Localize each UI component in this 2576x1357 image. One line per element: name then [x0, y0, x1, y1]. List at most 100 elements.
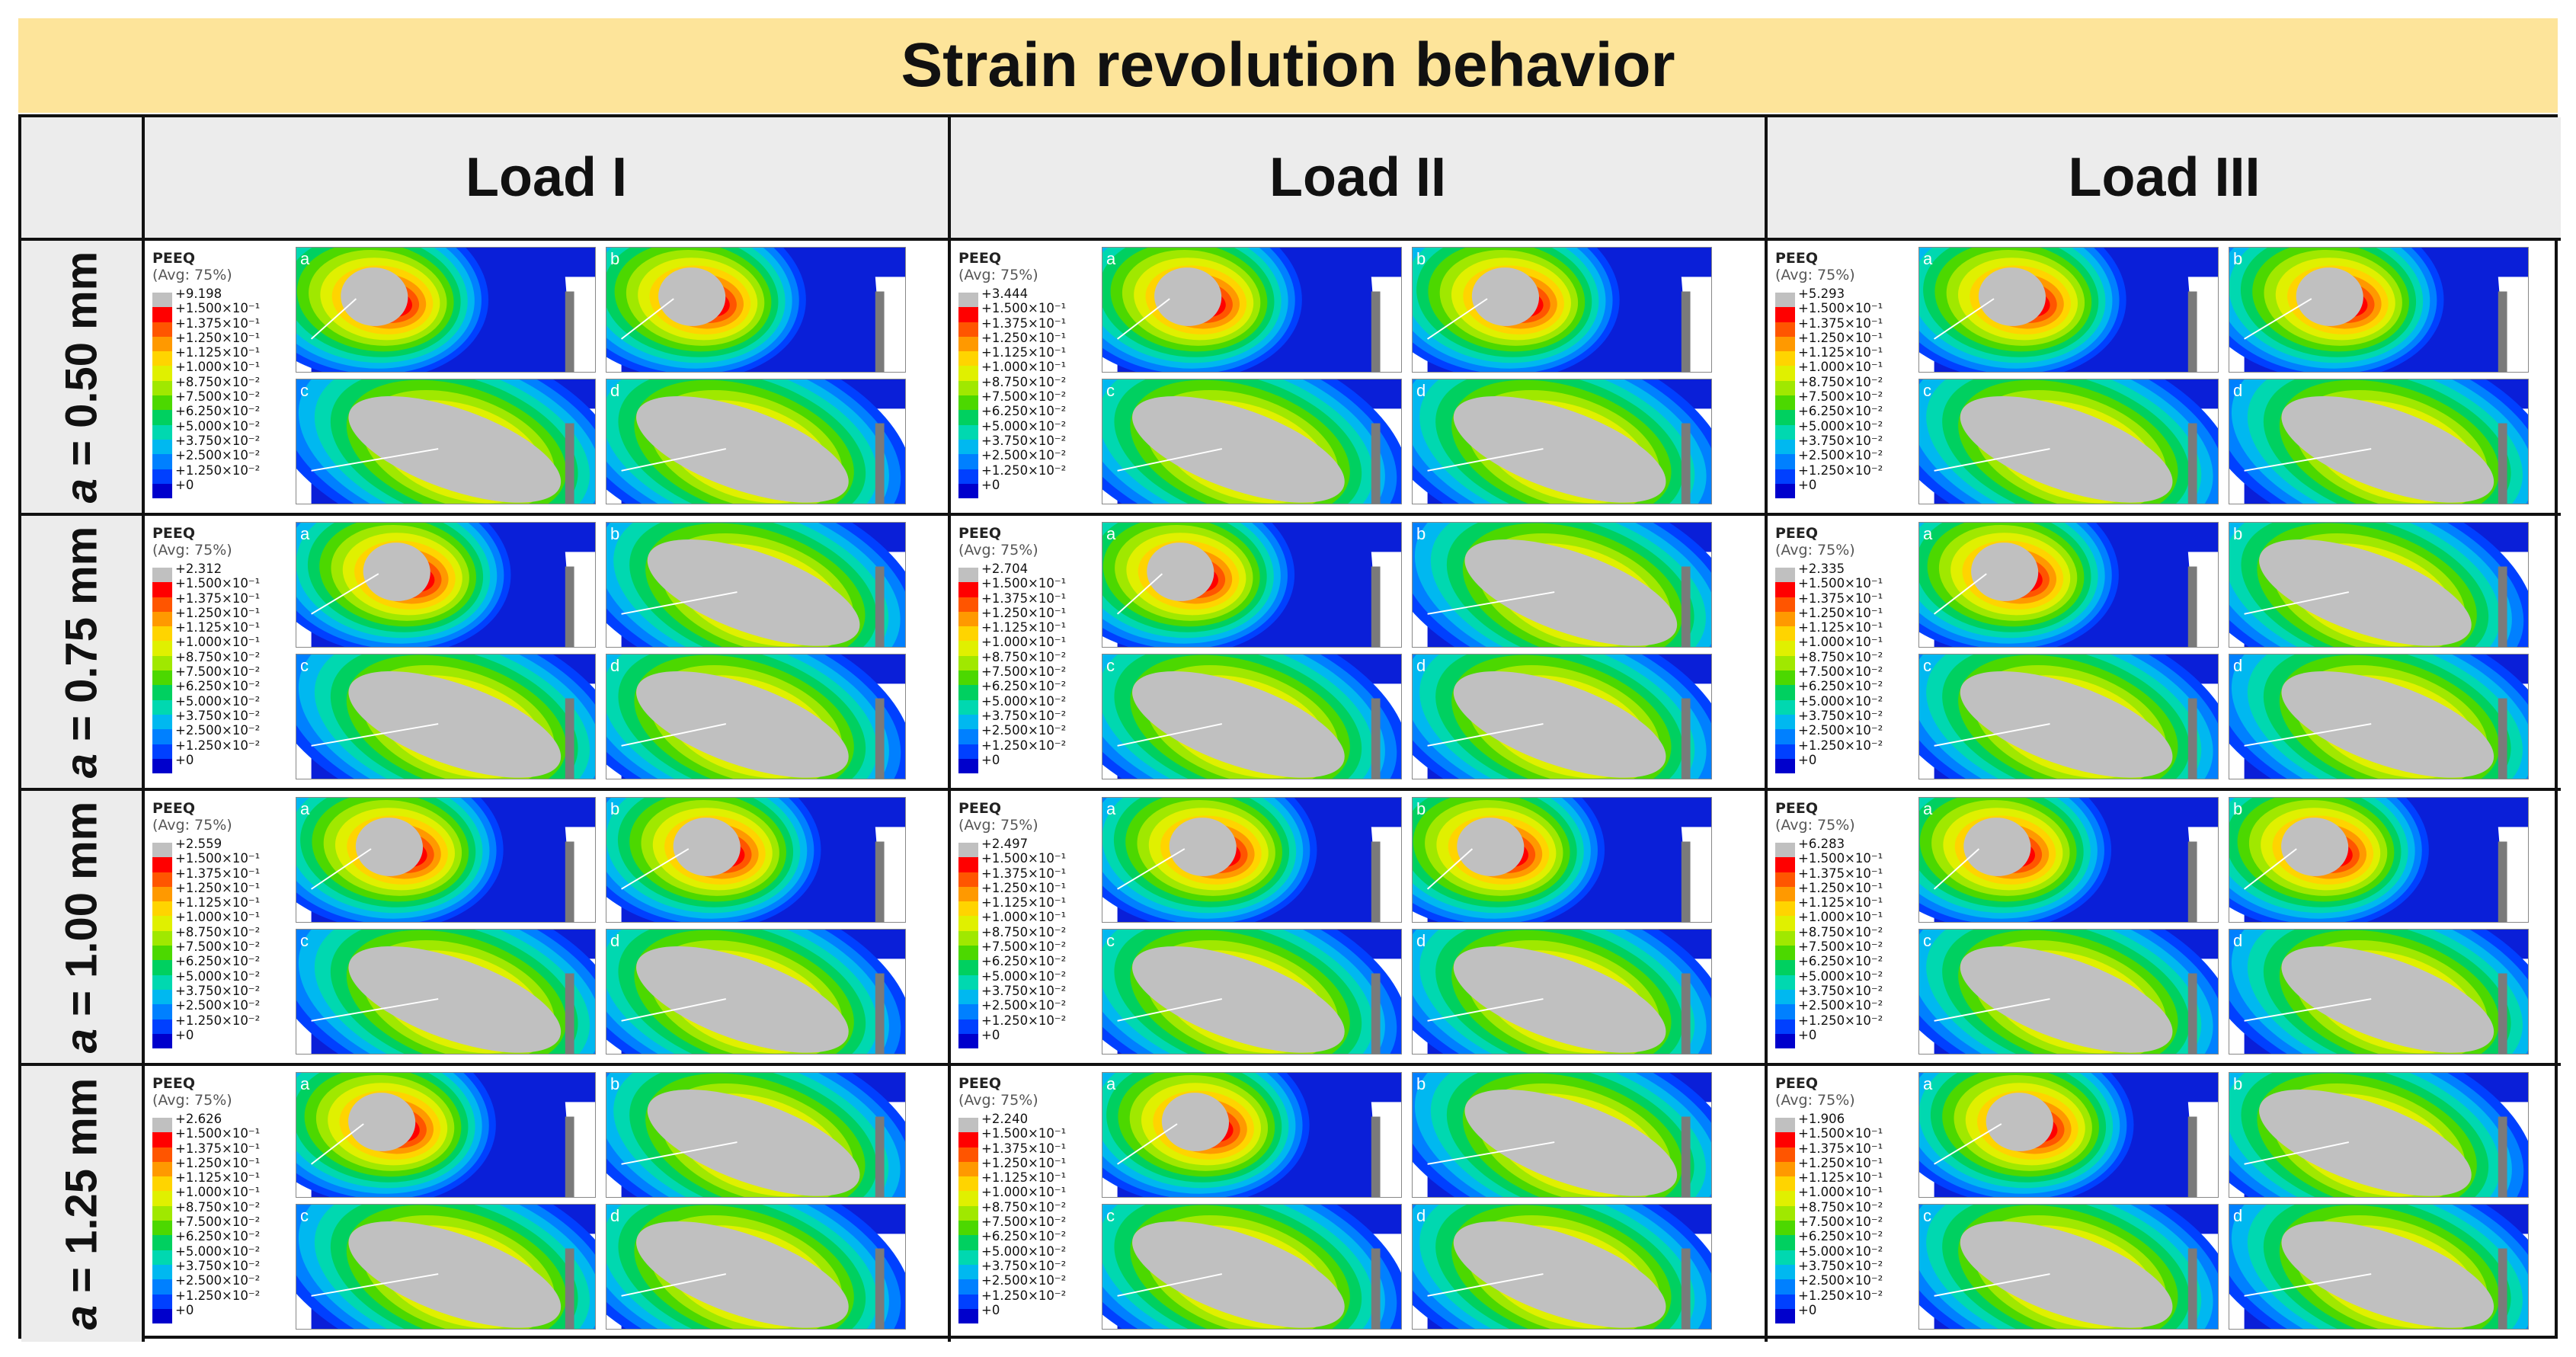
- legend-level: +2.500×10⁻²: [175, 723, 261, 738]
- contour-panel-b: b: [1412, 247, 1712, 373]
- legend-swatch: [958, 744, 978, 759]
- panel-label: b: [2233, 249, 2243, 268]
- legend-swatch: [958, 670, 978, 686]
- legend-swatch: [958, 714, 978, 730]
- saturated-zone: [2296, 267, 2363, 326]
- peeq-legend: PEEQ (Avg: 75%) +2.312 +1.500×10⁻¹ +1.375×10…: [152, 525, 286, 774]
- support-post: [2187, 841, 2197, 922]
- saturated-zone: [1147, 542, 1214, 601]
- legend-max-value: +2.704: [981, 562, 1029, 576]
- legend-level: +3.750×10⁻²: [1798, 1258, 1883, 1273]
- legend-level: +3.750×10⁻²: [981, 1258, 1067, 1273]
- legend-swatch: [152, 843, 172, 858]
- legend-colorbar: [152, 568, 172, 774]
- peeq-contour-plot: [296, 523, 595, 647]
- legend-level: +7.500×10⁻²: [175, 664, 261, 680]
- legend-level: +3.750×10⁻²: [981, 433, 1067, 448]
- peeq-contour-plot: [296, 930, 595, 1054]
- legend-level: +5.000×10⁻²: [981, 1243, 1067, 1259]
- peeq-contour-plot: [1102, 248, 1401, 372]
- legend-swatch: [152, 1235, 172, 1250]
- legend-swatch: [152, 1176, 172, 1192]
- legend-swatch: [152, 1033, 172, 1049]
- support-post: [875, 291, 885, 372]
- legend-swatch: [958, 1004, 978, 1019]
- contour-panel-a: a: [1918, 247, 2219, 373]
- legend-swatch: [152, 916, 172, 931]
- result-cell: PEEQ (Avg: 75%) +2.335 +1.500×10⁻¹ +1.375×10…: [1768, 516, 2561, 791]
- legend-averaging: (Avg: 75%): [1775, 1092, 1855, 1109]
- legend-level: +3.750×10⁻²: [1798, 708, 1883, 723]
- contour-panel-b: b: [1412, 1072, 1712, 1198]
- legend-swatch: [152, 872, 172, 887]
- legend-level: +1.250×10⁻¹: [175, 605, 261, 620]
- peeq-contour-plot: [1919, 523, 2218, 647]
- legend-level: +8.750×10⁻²: [1798, 1199, 1883, 1215]
- legend-labels: +6.283 +1.500×10⁻¹ +1.375×10⁻¹ +1.250×10⁻¹ +…: [1798, 837, 1883, 1042]
- legend-swatch: [958, 336, 978, 352]
- panel-label: a: [1923, 1074, 1933, 1093]
- saturated-zone: [1169, 818, 1237, 876]
- legend-level: +3.750×10⁻²: [175, 433, 261, 448]
- legend-level: +1.125×10⁻¹: [175, 895, 261, 911]
- legend-level: +1.500×10⁻¹: [1798, 576, 1883, 591]
- saturated-zone: [1132, 396, 1345, 503]
- support-post: [875, 423, 885, 504]
- legend-level: +8.750×10⁻²: [175, 924, 261, 939]
- support-post: [1371, 1116, 1381, 1197]
- legend-swatch: [152, 670, 172, 686]
- legend-level: +5.000×10⁻²: [175, 693, 261, 709]
- legend-level: +1.125×10⁻¹: [175, 1170, 261, 1186]
- legend-colorbar: [152, 843, 172, 1049]
- legend-colorbar: [958, 1118, 978, 1324]
- legend-swatch: [152, 307, 172, 322]
- panel-label: d: [1416, 656, 1426, 675]
- legend-swatch: [958, 1250, 978, 1265]
- legend-swatch: [152, 366, 172, 381]
- result-cell: PEEQ (Avg: 75%) +5.293 +1.500×10⁻¹ +1.375×10…: [1768, 241, 2561, 516]
- contour-panel-a: a: [296, 797, 596, 923]
- legend-swatch: [152, 380, 172, 396]
- legend-swatch: [152, 729, 172, 744]
- legend-swatch: [958, 1118, 978, 1133]
- legend-swatch: [958, 307, 978, 322]
- legend-swatch: [152, 483, 172, 499]
- legend-colorbar: [958, 843, 978, 1049]
- crack-path-line: [620, 298, 674, 340]
- crack-path-line: [621, 998, 727, 1022]
- panel-label: d: [1416, 931, 1426, 950]
- saturated-zone: [1132, 1221, 1345, 1328]
- row-header-2: a = 0.75 mm: [21, 516, 145, 791]
- legend-swatch: [1775, 410, 1795, 425]
- panel-label: b: [610, 799, 620, 818]
- peeq-contour-plot: [2229, 1205, 2528, 1329]
- legend-level: +1.000×10⁻¹: [1798, 360, 1883, 375]
- result-cell: PEEQ (Avg: 75%) +6.283 +1.500×10⁻¹ +1.375×10…: [1768, 791, 2561, 1066]
- legend-swatch: [1775, 1279, 1795, 1295]
- legend-averaging: (Avg: 75%): [1775, 267, 1855, 283]
- legend-swatch: [152, 395, 172, 411]
- contour-panel-b: b: [2229, 797, 2529, 923]
- legend-swatch: [958, 989, 978, 1005]
- legend-level: +1.000×10⁻¹: [981, 360, 1067, 375]
- peeq-contour-plot: [1919, 798, 2218, 922]
- row-header-value: = 0.50 mm: [56, 251, 107, 478]
- legend-swatch: [1775, 843, 1795, 858]
- support-post: [565, 841, 574, 922]
- panel-label: c: [1923, 931, 1931, 950]
- legend-swatch: [958, 568, 978, 583]
- legend-swatch: [958, 655, 978, 671]
- legend-level: +7.500×10⁻²: [1798, 664, 1883, 680]
- peeq-contour-plot: [1919, 248, 2218, 372]
- contour-panel-c: c: [1918, 1204, 2219, 1330]
- contour-panel-a: a: [296, 1072, 596, 1198]
- legend-swatch: [152, 857, 172, 872]
- support-post: [565, 973, 574, 1054]
- legend-level: +1.000×10⁻¹: [1798, 910, 1883, 925]
- crack-path-line: [1933, 848, 1980, 890]
- row-header-variable: a: [56, 1028, 107, 1053]
- legend-title: PEEQ: [152, 250, 196, 267]
- legend-swatch: [1775, 351, 1795, 366]
- legend-swatch: [1775, 685, 1795, 700]
- legend-level: +2.500×10⁻²: [981, 448, 1067, 463]
